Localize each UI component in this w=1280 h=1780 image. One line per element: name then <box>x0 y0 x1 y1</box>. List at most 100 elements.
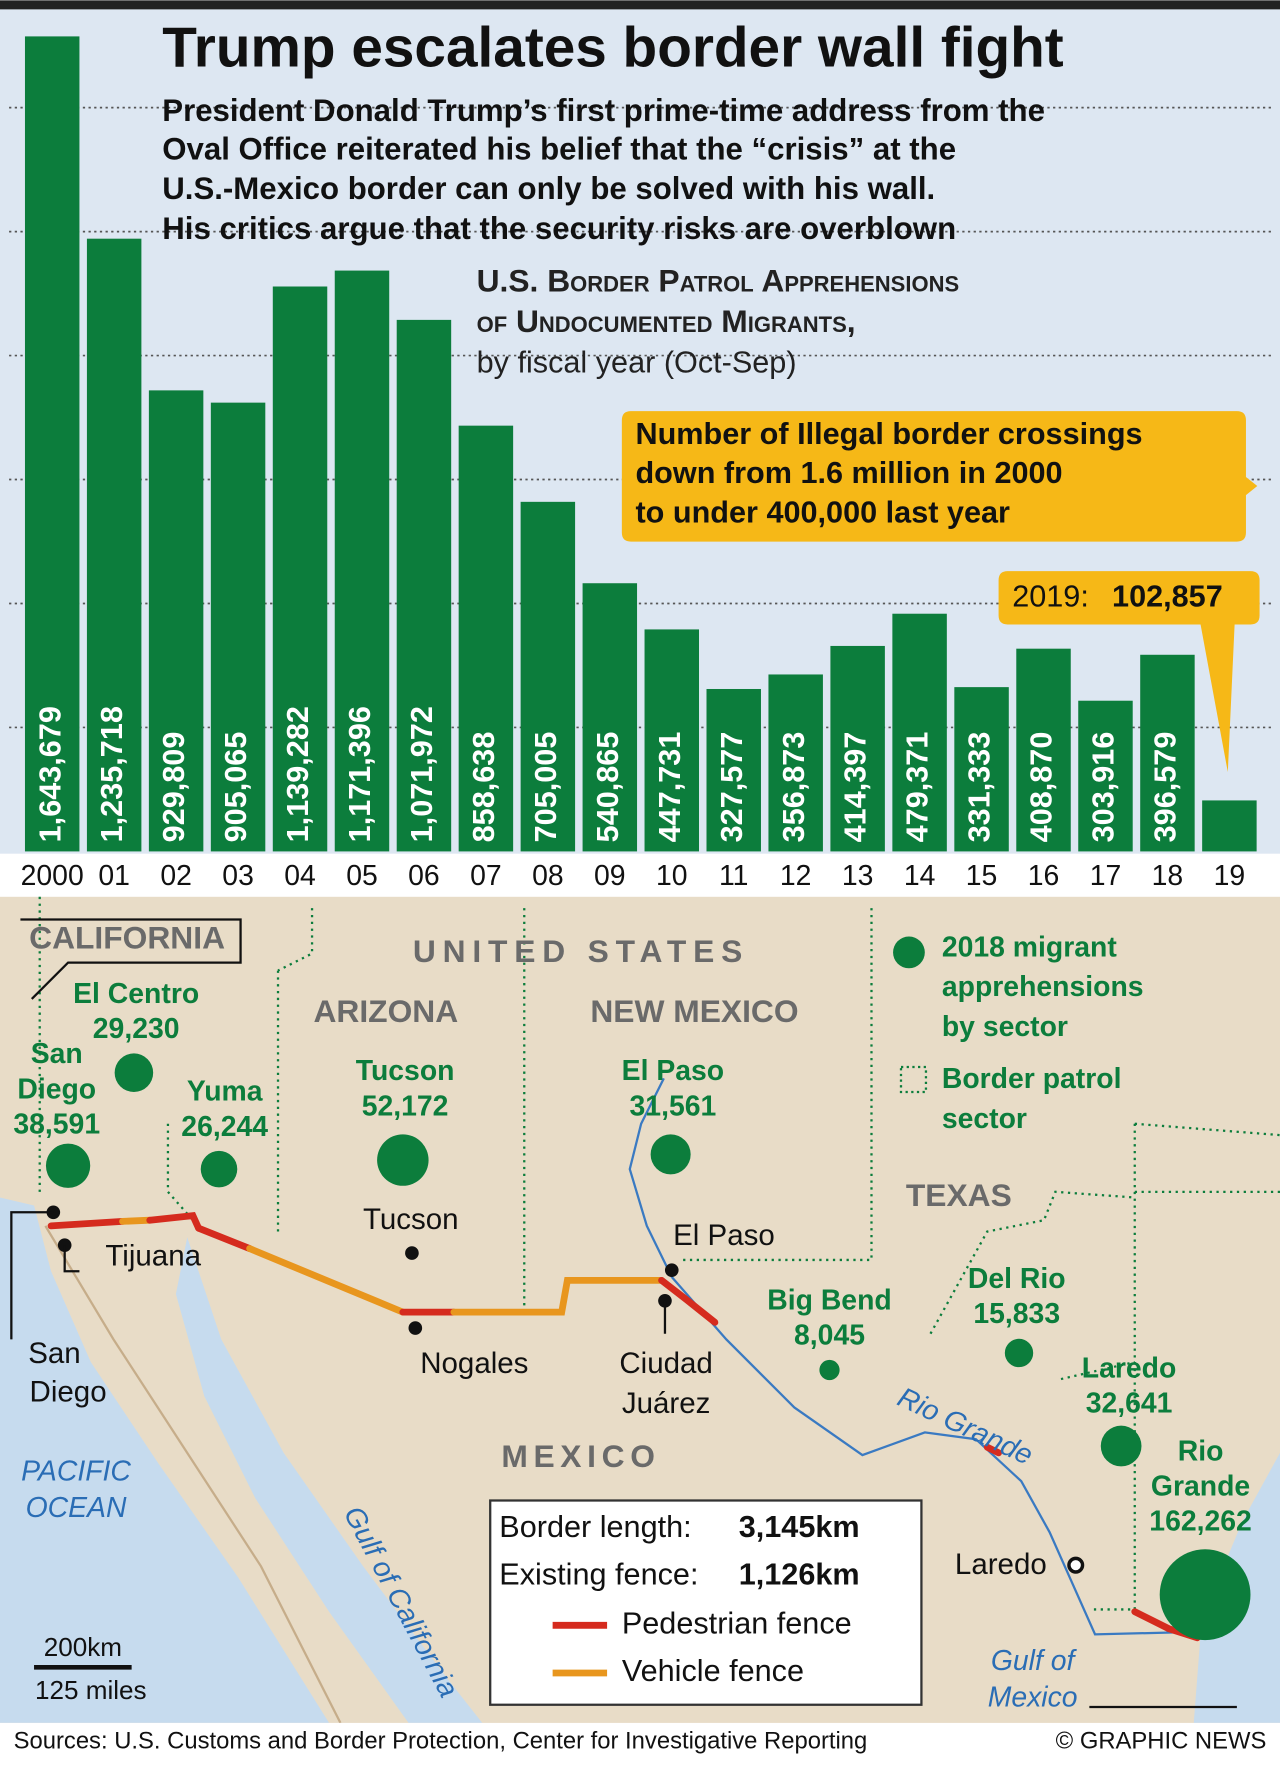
sector-name: Grande <box>1151 1470 1250 1502</box>
value-label: 408,870 <box>1025 732 1059 843</box>
sector-value: 29,230 <box>93 1013 180 1045</box>
sector-circle <box>819 1359 840 1381</box>
water-label: Gulf of <box>991 1645 1078 1677</box>
x-tick-label: 19 <box>1214 860 1246 892</box>
bar <box>272 286 328 852</box>
value-label: 327,577 <box>715 732 749 843</box>
sectors: El Centro29,230SanDiego38,591Yuma26,244T… <box>13 978 1252 1641</box>
bar <box>210 402 266 852</box>
legend-sector-swatch <box>899 1065 928 1094</box>
bar <box>520 501 576 852</box>
sector-circle <box>45 1143 91 1188</box>
fact-label: Existing fence: <box>499 1558 698 1592</box>
x-tick-label: 06 <box>408 860 440 892</box>
sector-value: 26,244 <box>181 1111 268 1143</box>
top-bar <box>0 0 1280 10</box>
city-label: El Paso <box>673 1219 775 1252</box>
value-label: 929,809 <box>157 732 191 843</box>
sector-name: El Centro <box>73 978 199 1010</box>
sector-circle <box>1100 1425 1142 1467</box>
city-label: Juárez <box>622 1387 711 1420</box>
sector-circle <box>377 1134 429 1186</box>
x-tick-label: 17 <box>1090 860 1122 892</box>
sector-value: 52,172 <box>362 1090 449 1122</box>
bar <box>892 613 947 852</box>
sector-name: Rio <box>1178 1435 1224 1467</box>
region-label: ARIZONA <box>313 993 458 1029</box>
value-label: 303,916 <box>1087 732 1121 843</box>
value-label: 396,579 <box>1149 732 1183 843</box>
subtitle-line: Oval Office reiterated his belief that t… <box>162 132 956 167</box>
value-label: 1,235,718 <box>95 706 129 842</box>
city-label: Ciudad <box>619 1347 712 1380</box>
region-label: TEXAS <box>906 1177 1012 1213</box>
value-label: 447,731 <box>653 732 687 843</box>
city-label: Nogales <box>420 1347 528 1380</box>
coast <box>44 1225 342 1724</box>
bar <box>954 687 1009 852</box>
sector-value: 15,833 <box>973 1298 1060 1330</box>
footer-source: Sources: U.S. Customs and Border Protect… <box>14 1727 868 1754</box>
value-label: 540,865 <box>591 732 625 843</box>
fact-label: Border length: <box>499 1510 691 1544</box>
city-label: Laredo <box>955 1548 1047 1581</box>
chart-label-line: of Undocumented Migrants, <box>477 303 856 339</box>
city-dot <box>405 1246 419 1260</box>
water-label: Mexico <box>988 1682 1078 1714</box>
sector-value: 162,262 <box>1149 1506 1252 1538</box>
bar <box>86 238 142 852</box>
legend-text: apprehensions <box>942 971 1144 1003</box>
vehicle-fence <box>450 1276 665 1316</box>
x-tick-label: 09 <box>594 860 626 892</box>
annotation-line: down from 1.6 million in 2000 <box>635 456 1062 490</box>
bar <box>644 629 700 852</box>
region-label: UNITED STATES <box>413 933 749 969</box>
city-dot <box>1067 1556 1085 1574</box>
city-label: Diego <box>30 1376 107 1409</box>
value-label: 705,005 <box>529 732 563 843</box>
callout-prefix: 2019: <box>1012 579 1089 613</box>
x-tick-label: 15 <box>966 860 998 892</box>
fact-value: 3,145km <box>739 1510 860 1544</box>
value-label: 858,638 <box>467 732 501 843</box>
value-label: 1,643,679 <box>33 706 67 842</box>
sector-name: Yuma <box>187 1076 263 1108</box>
subtitle-line: His critics argue that the security risk… <box>162 211 956 246</box>
x-tick-label: 02 <box>160 860 192 892</box>
sector-name: Laredo <box>1082 1352 1177 1384</box>
bar <box>1016 648 1071 852</box>
region-label: NEW MEXICO <box>590 993 798 1029</box>
california-frame <box>20 918 242 1000</box>
bar <box>148 390 204 852</box>
value-label: 905,065 <box>219 732 253 843</box>
value-label: 102,857 <box>1112 579 1223 613</box>
x-tick-label: 2000 <box>21 860 84 892</box>
vehicle-fence <box>246 1245 407 1316</box>
legend-text: sector <box>942 1103 1027 1135</box>
city-dot <box>408 1321 423 1335</box>
legend-text: by sector <box>942 1011 1068 1043</box>
legend-text: Vehicle fence <box>622 1654 804 1688</box>
annotation-line: Number of Illegal border crossings <box>635 417 1142 451</box>
annotation-box <box>621 411 1258 542</box>
bar <box>830 645 885 852</box>
water-label: PACIFIC <box>21 1456 131 1488</box>
sector-name: Del Rio <box>968 1263 1066 1295</box>
sector-name: Tucson <box>356 1055 455 1087</box>
sector-circle <box>200 1150 238 1188</box>
annotation-line: to under 400,000 last year <box>635 495 1010 529</box>
pedestrian-fence <box>658 1276 719 1326</box>
fact-value: 1,126km <box>739 1558 860 1592</box>
river <box>628 1077 1186 1636</box>
value-label: 1,171,396 <box>343 706 377 842</box>
sector-value: 38,591 <box>13 1109 100 1141</box>
x-tick-label: 11 <box>719 860 748 892</box>
bar <box>1202 800 1257 852</box>
subtitle-line: U.S.-Mexico border can only be solved wi… <box>162 171 935 206</box>
scale-label: 200km <box>44 1632 122 1662</box>
x-tick-label: 03 <box>222 860 254 892</box>
footer-background <box>0 1722 1280 1780</box>
legend-text: Pedestrian fence <box>622 1606 852 1640</box>
